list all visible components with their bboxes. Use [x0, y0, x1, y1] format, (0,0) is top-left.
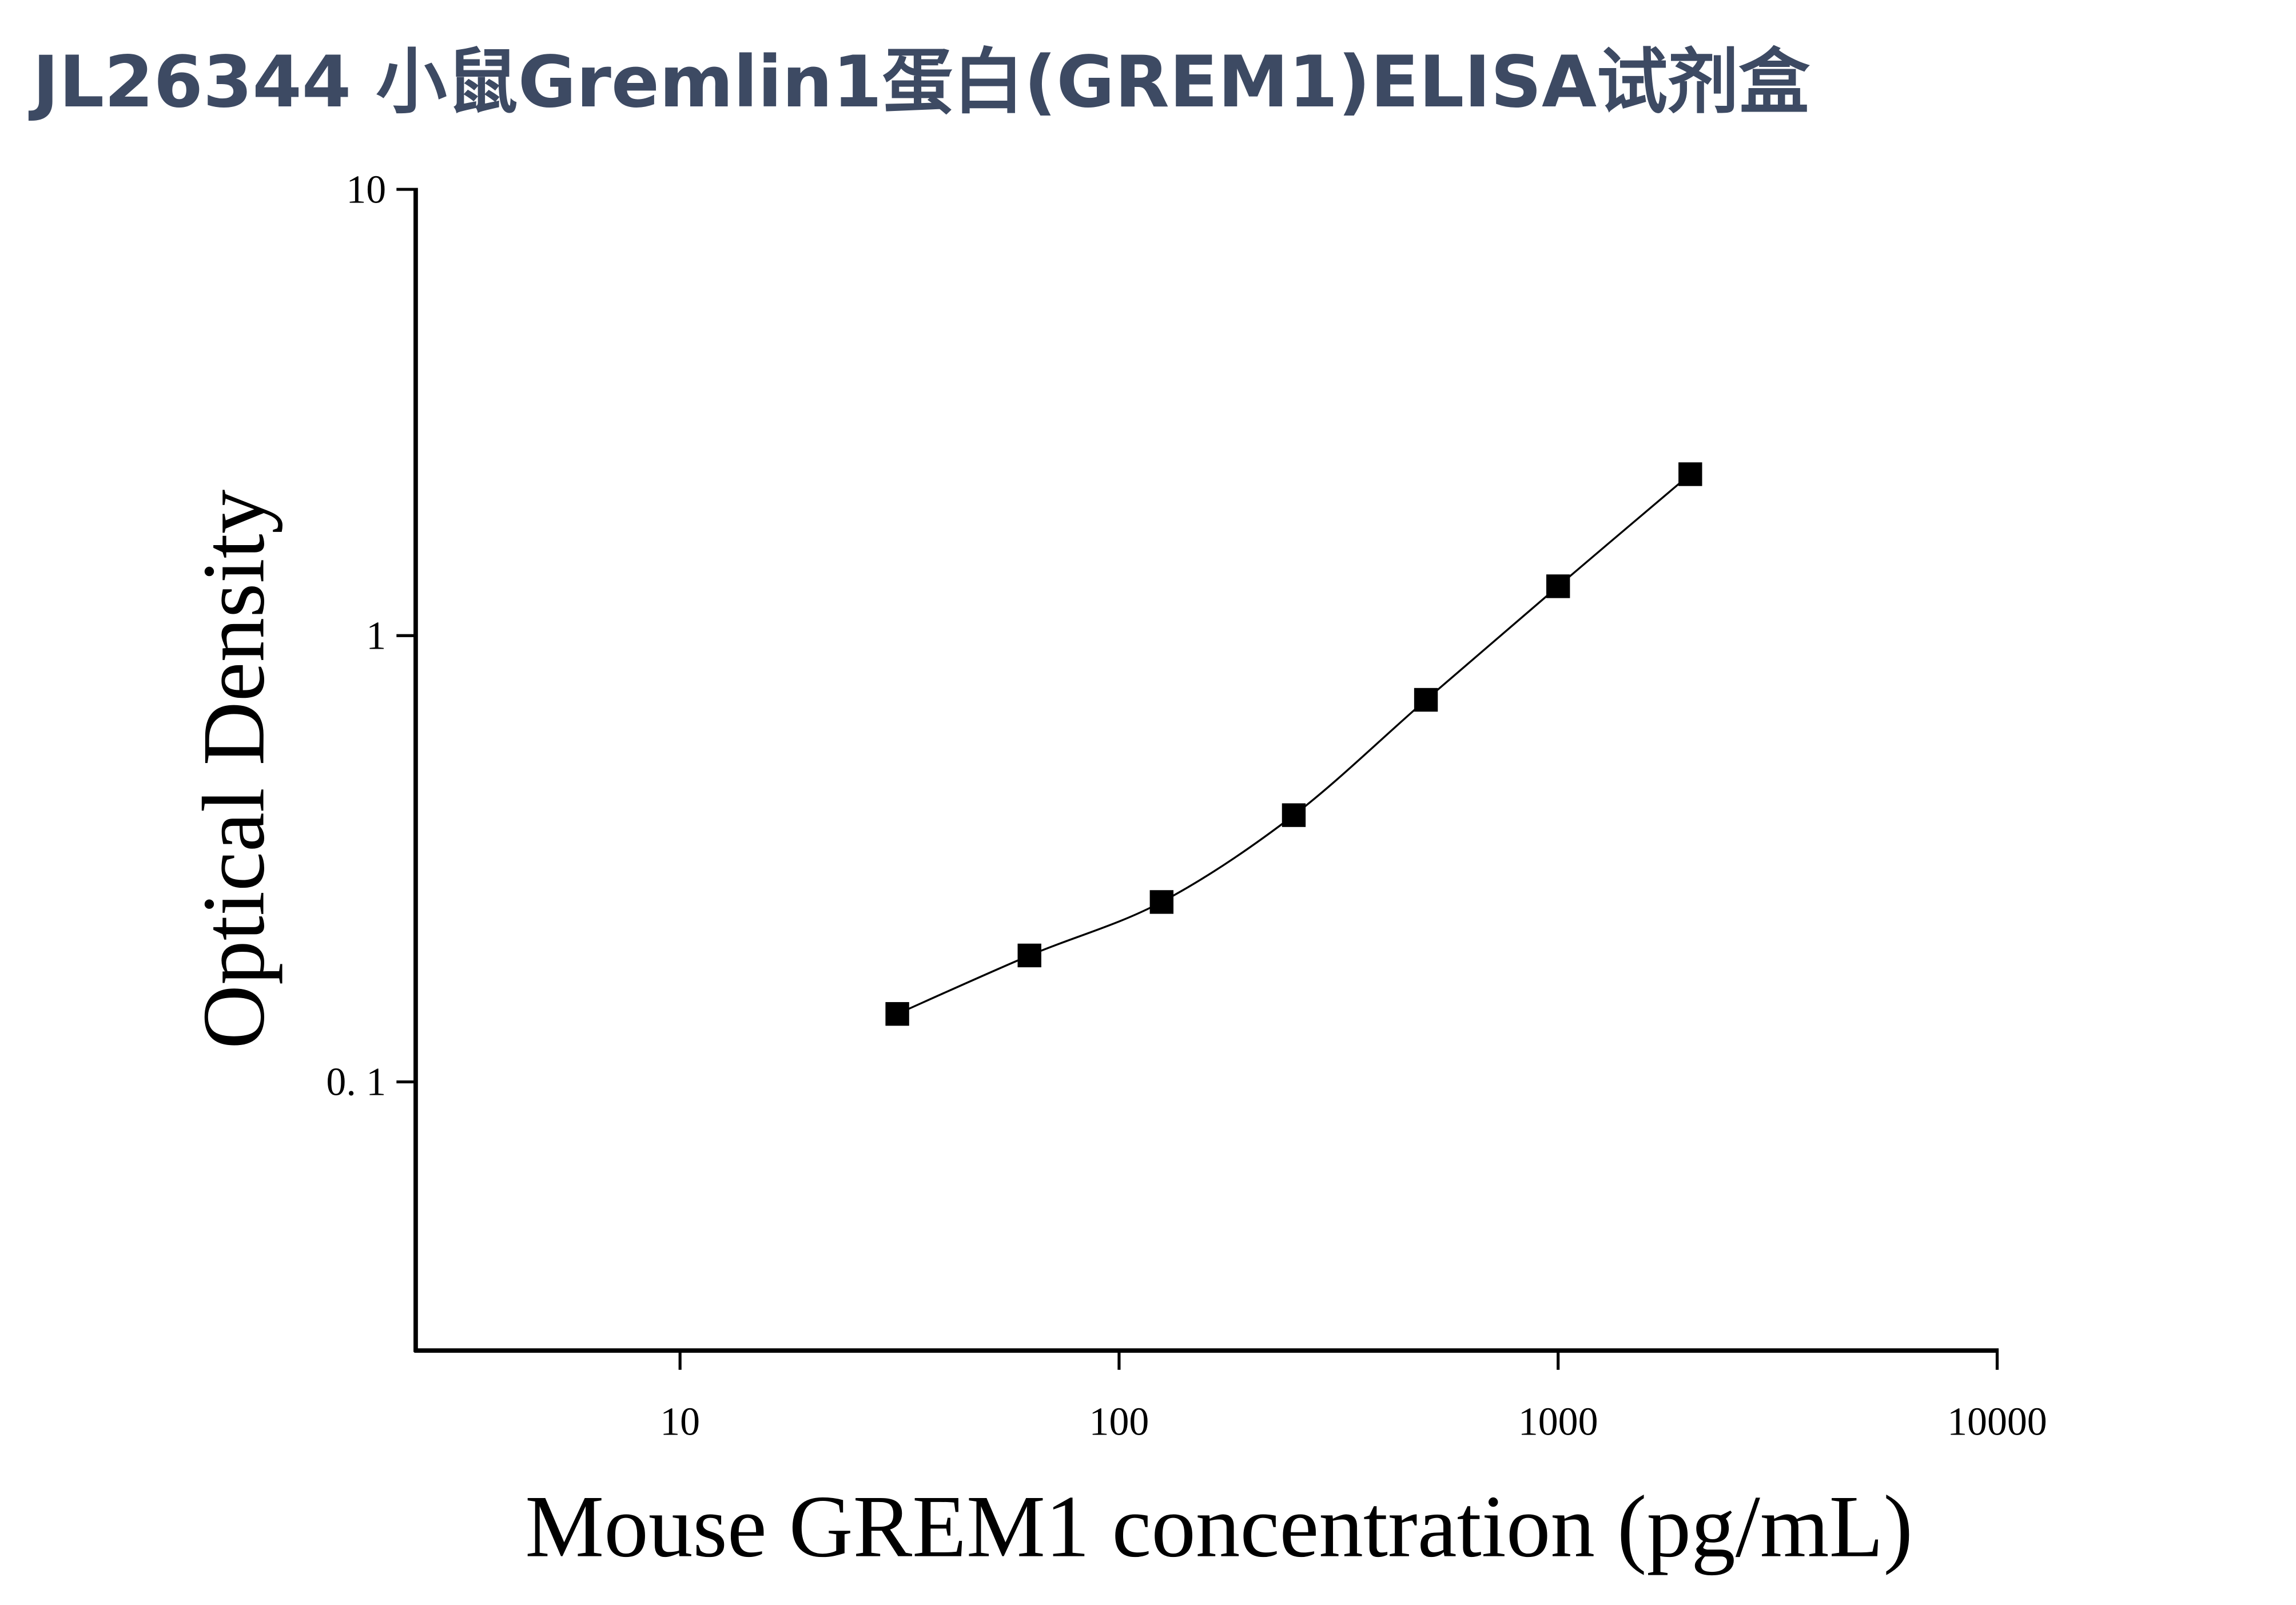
data-point — [1149, 890, 1174, 914]
y-tick-label: 1 — [366, 614, 386, 658]
y-tick-label: 10 — [346, 168, 386, 212]
data-point — [1017, 943, 1041, 968]
data-point — [1678, 462, 1702, 486]
x-tick-label: 10 — [660, 1400, 700, 1444]
x-tick-label: 1000 — [1518, 1400, 1598, 1444]
data-point — [885, 1002, 909, 1026]
chart-title: JL26344 小鼠Gremlin1蛋白(GREM1)ELISA试剂盒 — [29, 41, 1810, 124]
data-point — [1414, 688, 1438, 712]
x-tick-label: 10000 — [1947, 1400, 2047, 1444]
data-point — [1282, 803, 1306, 827]
y-tick-label: 0. 1 — [326, 1060, 386, 1105]
x-tick-label: 100 — [1089, 1400, 1149, 1444]
x-axis-label: Mouse GREM1 concentration (pg/mL) — [525, 1477, 1913, 1576]
y-axis-label: Optical Density — [184, 490, 282, 1049]
data-point — [1546, 574, 1570, 598]
